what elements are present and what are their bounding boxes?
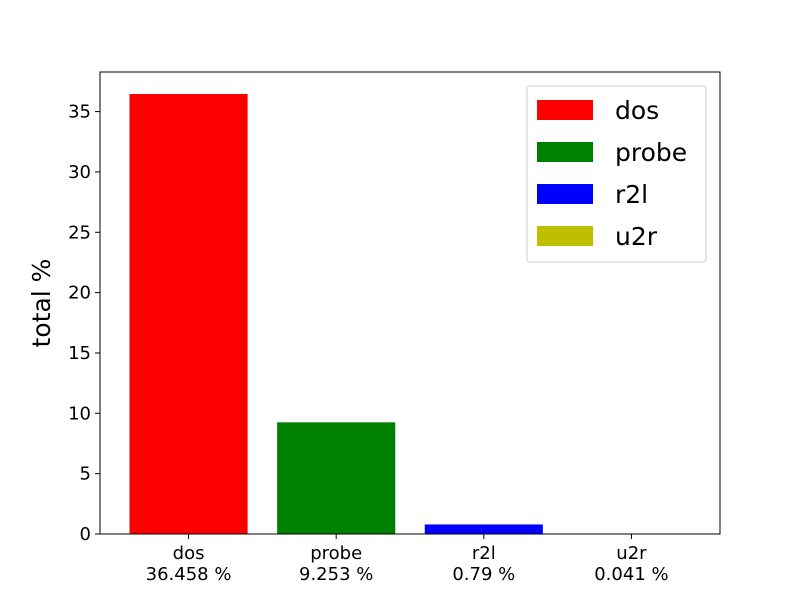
x-tick-label-r2l: r2l 0.79 %	[452, 543, 515, 585]
y-axis: 0 5 10 15 20 25 30 35	[68, 102, 100, 545]
x-tick-label-dos: dos 36.458 %	[146, 543, 232, 585]
legend-swatch-dos	[537, 100, 593, 120]
y-tick-label: 5	[80, 464, 91, 485]
y-tick-label: 25	[68, 222, 91, 243]
x-tick-label-line: 36.458 %	[146, 564, 232, 585]
x-tick-label-line: 9.253 %	[299, 564, 373, 585]
bar-dos	[129, 93, 248, 534]
x-tick-label-line: r2l	[472, 543, 496, 564]
x-tick-label-line: probe	[310, 543, 362, 564]
y-tick-label: 35	[68, 102, 91, 123]
legend-label-dos: dos	[615, 96, 659, 125]
x-tick-label-line: 0.041 %	[594, 564, 668, 585]
legend-frame	[526, 85, 707, 263]
y-tick-label: 0	[80, 524, 91, 545]
y-tick-label: 15	[68, 343, 91, 364]
legend-label-probe: probe	[615, 138, 687, 167]
legend-label-u2r: u2r	[615, 222, 658, 251]
legend-swatch-r2l	[537, 184, 593, 204]
legend: dos probe r2l u2r	[526, 85, 707, 263]
bar-probe	[277, 422, 396, 534]
legend-label-r2l: r2l	[615, 180, 648, 209]
legend-swatch-u2r	[537, 226, 593, 246]
x-tick-label-u2r: u2r 0.041 %	[594, 543, 668, 585]
bars-group	[129, 93, 691, 534]
y-axis-label: total %	[27, 259, 56, 348]
y-tick-label: 10	[68, 403, 91, 424]
y-tick-label: 20	[68, 283, 91, 304]
x-tick-label-line: dos	[173, 543, 205, 564]
plot-frame	[99, 71, 721, 535]
y-tick-label: 30	[68, 162, 91, 183]
x-tick-label-line: u2r	[616, 543, 647, 564]
x-axis: dos 36.458 % probe 9.253 % r2l 0.79 % u2r 0.041…	[146, 534, 669, 585]
x-tick-label-line: 0.79 %	[452, 564, 515, 585]
legend-swatch-probe	[537, 142, 593, 162]
x-tick-label-probe: probe 9.253 %	[299, 543, 373, 585]
bar-r2l	[424, 524, 543, 534]
